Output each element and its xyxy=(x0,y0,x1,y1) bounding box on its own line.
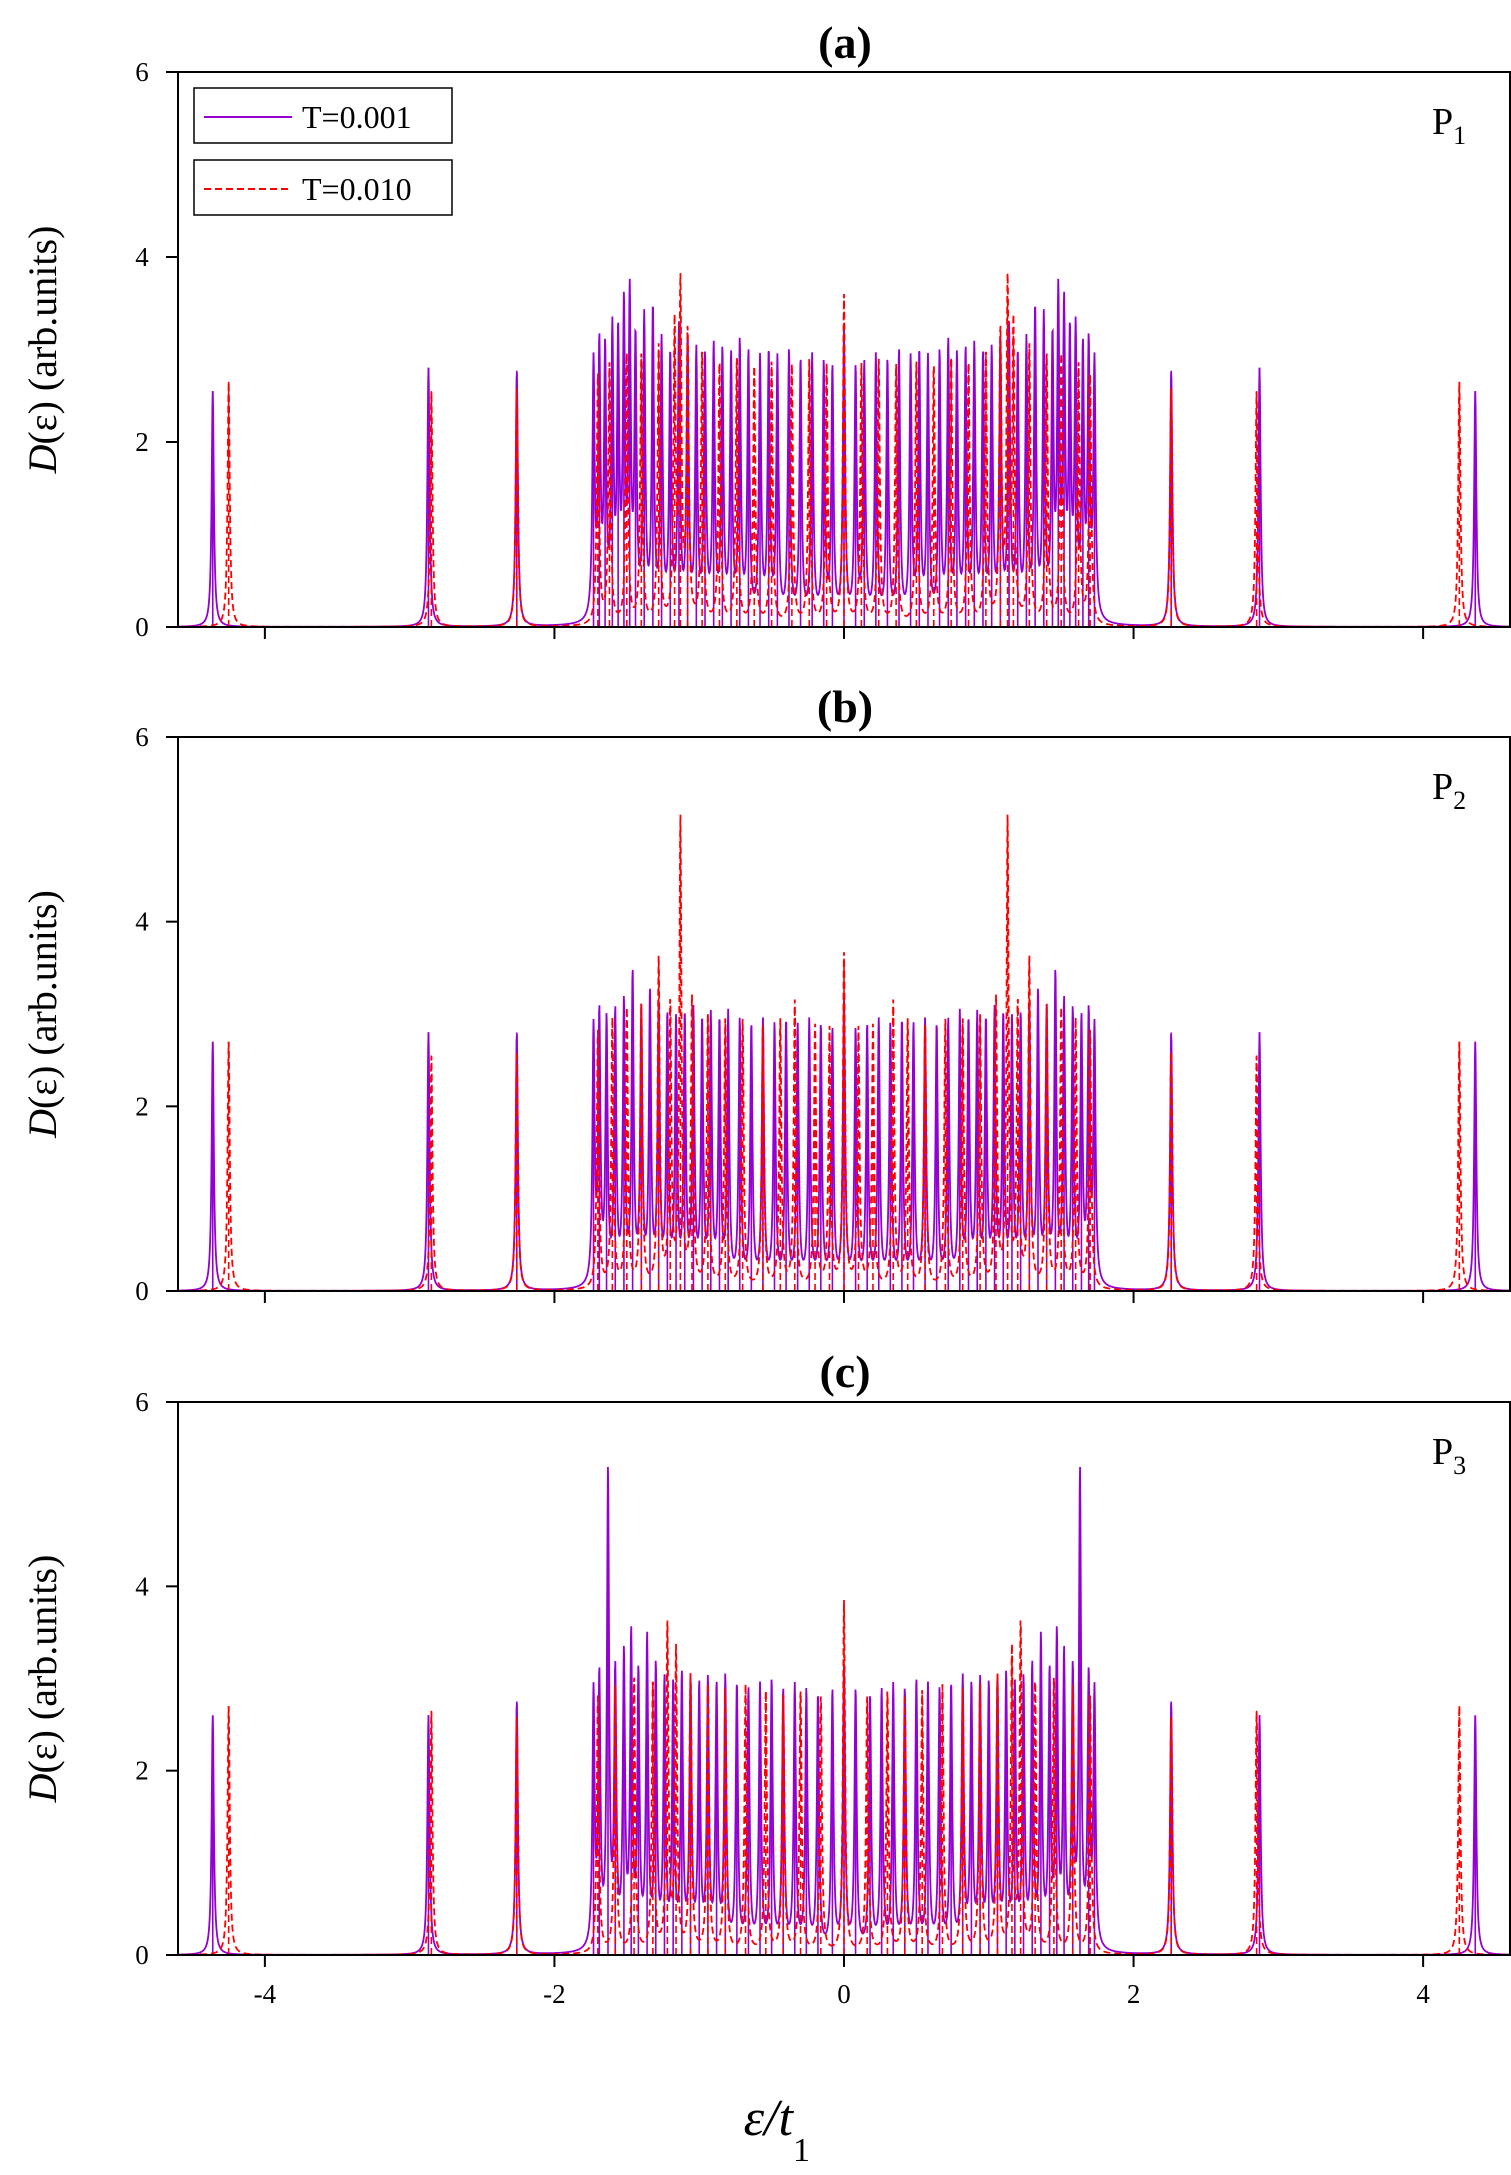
y-tick-label: 2 xyxy=(135,1091,149,1121)
y-tick-label: 4 xyxy=(135,242,149,272)
x-tick-label: 4 xyxy=(1416,1979,1430,2009)
panel-2: (b) 0 2 4 6 D(ε) (arb.units) P2 xyxy=(20,681,1511,1306)
x-axis-label: ε/t1 xyxy=(744,2090,810,2169)
panel-tag: P1 xyxy=(1432,101,1466,150)
panel-1: (a) 0 2 4 6 D(ε) (arb.units) P1 T=0.001 T=0.010 xyxy=(20,17,1511,642)
legend-label: T=0.010 xyxy=(302,171,412,207)
y-axis-label: D(ε) (arb.units) xyxy=(20,226,65,475)
y-tick-label: 6 xyxy=(135,722,149,752)
panel-title: (c) xyxy=(819,1346,870,1397)
y-tick-label: 4 xyxy=(135,1571,149,1601)
panel-3: (c) 0 2 4 6 -4 -2 0 2 4 D(ε) (arb.units) P3 xyxy=(20,1346,1511,2009)
panel-title: (b) xyxy=(817,681,873,732)
y-tick-label: 6 xyxy=(135,1387,149,1417)
y-tick-label: 0 xyxy=(135,1940,149,1970)
y-tick-label: 6 xyxy=(135,57,149,87)
y-tick-label: 2 xyxy=(135,427,149,457)
y-axis-label: D(ε) (arb.units) xyxy=(20,1555,65,1804)
x-tick-label: 2 xyxy=(1127,1979,1141,2009)
x-tick-label: 0 xyxy=(837,1979,851,2009)
panel-tag: P2 xyxy=(1432,766,1466,815)
y-tick-label: 2 xyxy=(135,1756,149,1786)
legend: T=0.001 T=0.010 xyxy=(193,87,453,216)
y-axis-label: D(ε) (arb.units) xyxy=(20,890,65,1139)
panel-tag: P3 xyxy=(1432,1431,1466,1480)
panel-title: (a) xyxy=(818,17,872,68)
y-tick-label: 0 xyxy=(135,1276,149,1306)
legend-label: T=0.001 xyxy=(302,99,412,135)
x-tick-label: -4 xyxy=(254,1979,277,2009)
y-tick-label: 4 xyxy=(135,907,149,937)
x-tick-label: -2 xyxy=(543,1979,566,2009)
y-tick-label: 0 xyxy=(135,612,149,642)
